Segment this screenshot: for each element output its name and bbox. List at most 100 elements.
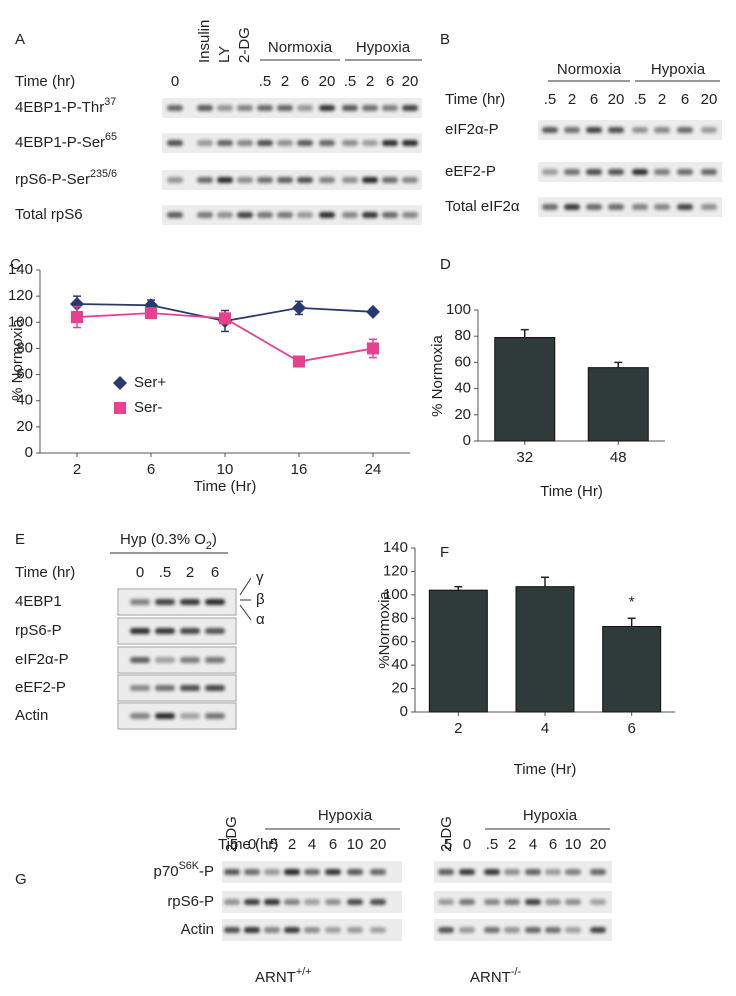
blot-band <box>504 899 520 905</box>
blot-band <box>382 212 398 218</box>
row-label: rpS6-P <box>167 893 214 910</box>
time-point: 2 <box>508 836 516 853</box>
blot-band <box>402 105 418 111</box>
blot-band <box>590 927 606 933</box>
time-point: 20 <box>319 73 336 90</box>
blot-band <box>180 685 200 691</box>
blot-band <box>608 204 624 210</box>
blot-band <box>197 177 213 183</box>
y-tick-label: 60 <box>16 366 33 383</box>
blot-band <box>608 169 624 175</box>
blot-band <box>459 899 475 905</box>
data-point <box>70 296 84 311</box>
blot-band <box>167 105 183 111</box>
blot-band <box>632 127 648 133</box>
blot-frame <box>117 674 237 702</box>
time-point: 20 <box>402 73 419 90</box>
isoform-pointer <box>239 577 252 596</box>
blot-band <box>130 628 150 634</box>
blot-frame <box>117 702 237 730</box>
blot-band <box>654 204 670 210</box>
x-tick-label: 10 <box>217 461 234 478</box>
blot-band <box>438 927 454 933</box>
blot-band <box>297 177 313 183</box>
time-point: 2 <box>658 91 666 108</box>
blot-band <box>347 927 363 933</box>
treatment-label: 0 <box>171 73 179 90</box>
row-label: eEF2-P <box>445 163 496 180</box>
blot-band <box>257 140 273 146</box>
blot-band <box>284 899 300 905</box>
blot-frame <box>117 588 237 616</box>
time-point: 4 <box>529 836 537 853</box>
blot-band <box>438 899 454 905</box>
y-tick-label: 80 <box>391 609 408 626</box>
blot-band <box>370 869 386 875</box>
blot-band <box>319 105 335 111</box>
blot-band <box>564 204 580 210</box>
bar <box>587 367 649 442</box>
bar <box>494 337 556 442</box>
isoform-label: α <box>256 611 265 628</box>
blot-band <box>180 713 200 719</box>
time-point: 6 <box>681 91 689 108</box>
row-label-part: S6K <box>179 860 200 872</box>
blot-band <box>167 212 183 218</box>
row-label: rpS6-P-Ser235/6 <box>15 168 117 188</box>
x-tick-label: 2 <box>454 720 462 737</box>
y-tick-label: 100 <box>446 301 471 318</box>
genotype-label-part: ARNT <box>255 969 296 986</box>
blot-band <box>542 204 558 210</box>
blot-band <box>180 628 200 634</box>
blot-background <box>538 162 722 182</box>
blot-band <box>564 127 580 133</box>
data-point <box>293 355 305 368</box>
blot-band <box>586 169 602 175</box>
isoform-pointer <box>239 604 252 621</box>
time-point: .5 <box>486 836 499 853</box>
row-label-part: Total eIF2α <box>445 198 520 215</box>
blot-band <box>677 127 693 133</box>
time-point: 6 <box>301 73 309 90</box>
blot-band <box>205 713 225 719</box>
blot-band <box>402 212 418 218</box>
blot-band <box>342 140 358 146</box>
blot-band <box>217 105 233 111</box>
row-label-part: rpS6-P <box>167 893 214 910</box>
condition-label-part: 2 <box>206 540 212 552</box>
blot-background <box>434 919 612 941</box>
blot-band <box>304 927 320 933</box>
blot-band <box>237 177 253 183</box>
blot-band <box>197 212 213 218</box>
row-label-part: rpS6-P <box>15 622 62 639</box>
row-label-part: rpS6-P-Ser <box>15 171 90 188</box>
blot-band <box>284 927 300 933</box>
blot-band <box>382 105 398 111</box>
time-point: 6 <box>590 91 598 108</box>
data-point <box>366 304 380 319</box>
y-axis-label: %Normoxia <box>376 591 393 669</box>
row-label-part: Actin <box>181 921 214 938</box>
blot-band <box>130 713 150 719</box>
blot-band <box>564 169 580 175</box>
blot-band <box>370 927 386 933</box>
group-label: Normoxia <box>557 61 622 78</box>
row-label: Total eIF2α <box>445 198 520 215</box>
x-tick-label: 16 <box>291 461 308 478</box>
blot-band <box>382 177 398 183</box>
blot-band <box>205 657 225 663</box>
time-label: Time (hr) <box>445 91 505 108</box>
panel-label: B <box>440 31 450 48</box>
blot-band <box>180 599 200 605</box>
time-label: Time (hr) <box>15 73 75 90</box>
blot-band <box>237 212 253 218</box>
y-tick-label: 80 <box>454 327 471 344</box>
blot-band <box>677 204 693 210</box>
blot-band <box>586 127 602 133</box>
y-axis-label: % Normoxia <box>429 334 446 416</box>
blot-band <box>257 212 273 218</box>
blot-band <box>542 169 558 175</box>
row-label: Actin <box>181 921 214 938</box>
row-label-part: eIF2α-P <box>445 121 499 138</box>
blot-band <box>319 177 335 183</box>
